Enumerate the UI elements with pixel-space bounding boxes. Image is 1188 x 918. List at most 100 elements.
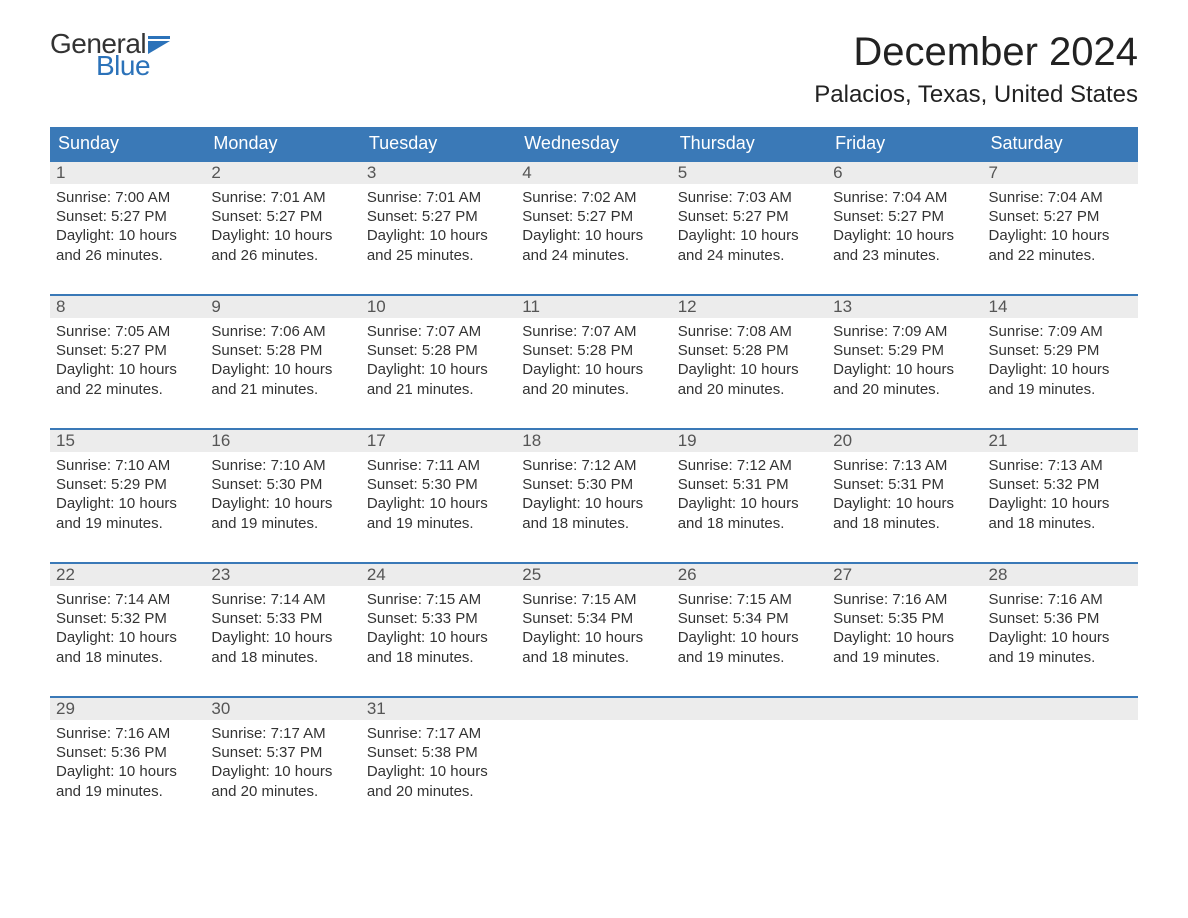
day-content: Sunrise: 7:00 AMSunset: 5:27 PMDaylight:… <box>50 184 205 265</box>
day-cell <box>983 698 1138 816</box>
day-cell: 16Sunrise: 7:10 AMSunset: 5:30 PMDayligh… <box>205 430 360 548</box>
daylight-line2: and 26 minutes. <box>211 246 354 265</box>
daylight-line2: and 26 minutes. <box>56 246 199 265</box>
day-content: Sunrise: 7:11 AMSunset: 5:30 PMDaylight:… <box>361 452 516 533</box>
day-cell: 11Sunrise: 7:07 AMSunset: 5:28 PMDayligh… <box>516 296 671 414</box>
day-cell: 3Sunrise: 7:01 AMSunset: 5:27 PMDaylight… <box>361 162 516 280</box>
week-row: 1Sunrise: 7:00 AMSunset: 5:27 PMDaylight… <box>50 160 1138 280</box>
day-cell: 27Sunrise: 7:16 AMSunset: 5:35 PMDayligh… <box>827 564 982 682</box>
sunrise-line: Sunrise: 7:06 AM <box>211 322 354 341</box>
sunrise-line: Sunrise: 7:10 AM <box>56 456 199 475</box>
daylight-line1: Daylight: 10 hours <box>678 628 821 647</box>
sunset-line: Sunset: 5:28 PM <box>211 341 354 360</box>
day-number-empty <box>827 698 982 720</box>
daylight-line2: and 18 minutes. <box>522 514 665 533</box>
day-number: 3 <box>361 162 516 184</box>
daylight-line2: and 20 minutes. <box>367 782 510 801</box>
sunset-line: Sunset: 5:29 PM <box>989 341 1132 360</box>
day-content: Sunrise: 7:03 AMSunset: 5:27 PMDaylight:… <box>672 184 827 265</box>
daylight-line2: and 19 minutes. <box>56 782 199 801</box>
sunrise-line: Sunrise: 7:16 AM <box>56 724 199 743</box>
sunset-line: Sunset: 5:30 PM <box>367 475 510 494</box>
day-cell: 5Sunrise: 7:03 AMSunset: 5:27 PMDaylight… <box>672 162 827 280</box>
sunrise-line: Sunrise: 7:07 AM <box>522 322 665 341</box>
sunset-line: Sunset: 5:32 PM <box>56 609 199 628</box>
daylight-line1: Daylight: 10 hours <box>56 494 199 513</box>
day-cell: 29Sunrise: 7:16 AMSunset: 5:36 PMDayligh… <box>50 698 205 816</box>
header: General Blue December 2024 Palacios, Tex… <box>50 30 1138 109</box>
day-cell <box>516 698 671 816</box>
daylight-line1: Daylight: 10 hours <box>211 360 354 379</box>
day-header-cell: Friday <box>827 127 982 160</box>
sunset-line: Sunset: 5:34 PM <box>678 609 821 628</box>
day-header-cell: Tuesday <box>361 127 516 160</box>
day-content: Sunrise: 7:13 AMSunset: 5:31 PMDaylight:… <box>827 452 982 533</box>
day-content: Sunrise: 7:16 AMSunset: 5:36 PMDaylight:… <box>983 586 1138 667</box>
day-number: 5 <box>672 162 827 184</box>
daylight-line2: and 18 minutes. <box>367 648 510 667</box>
day-number: 24 <box>361 564 516 586</box>
day-number: 27 <box>827 564 982 586</box>
day-cell <box>672 698 827 816</box>
sunrise-line: Sunrise: 7:00 AM <box>56 188 199 207</box>
sunrise-line: Sunrise: 7:12 AM <box>522 456 665 475</box>
calendar: SundayMondayTuesdayWednesdayThursdayFrid… <box>50 127 1138 816</box>
sunrise-line: Sunrise: 7:04 AM <box>833 188 976 207</box>
day-content: Sunrise: 7:15 AMSunset: 5:34 PMDaylight:… <box>516 586 671 667</box>
day-cell: 7Sunrise: 7:04 AMSunset: 5:27 PMDaylight… <box>983 162 1138 280</box>
daylight-line2: and 21 minutes. <box>367 380 510 399</box>
daylight-line1: Daylight: 10 hours <box>522 360 665 379</box>
day-number: 13 <box>827 296 982 318</box>
day-header-cell: Thursday <box>672 127 827 160</box>
day-cell <box>827 698 982 816</box>
sunset-line: Sunset: 5:36 PM <box>989 609 1132 628</box>
sunset-line: Sunset: 5:27 PM <box>367 207 510 226</box>
week-row: 22Sunrise: 7:14 AMSunset: 5:32 PMDayligh… <box>50 562 1138 682</box>
day-number: 18 <box>516 430 671 452</box>
daylight-line2: and 19 minutes. <box>211 514 354 533</box>
daylight-line1: Daylight: 10 hours <box>989 628 1132 647</box>
daylight-line2: and 18 minutes. <box>211 648 354 667</box>
sunset-line: Sunset: 5:27 PM <box>522 207 665 226</box>
day-content: Sunrise: 7:10 AMSunset: 5:30 PMDaylight:… <box>205 452 360 533</box>
daylight-line1: Daylight: 10 hours <box>522 494 665 513</box>
daylight-line1: Daylight: 10 hours <box>211 494 354 513</box>
day-content: Sunrise: 7:17 AMSunset: 5:37 PMDaylight:… <box>205 720 360 801</box>
day-content: Sunrise: 7:12 AMSunset: 5:30 PMDaylight:… <box>516 452 671 533</box>
daylight-line2: and 18 minutes. <box>522 648 665 667</box>
daylight-line1: Daylight: 10 hours <box>367 360 510 379</box>
daylight-line1: Daylight: 10 hours <box>211 762 354 781</box>
day-header-cell: Sunday <box>50 127 205 160</box>
sunset-line: Sunset: 5:33 PM <box>211 609 354 628</box>
day-number: 29 <box>50 698 205 720</box>
day-number: 15 <box>50 430 205 452</box>
day-number-empty <box>516 698 671 720</box>
day-number: 25 <box>516 564 671 586</box>
daylight-line1: Daylight: 10 hours <box>367 762 510 781</box>
daylight-line2: and 19 minutes. <box>989 380 1132 399</box>
sunset-line: Sunset: 5:27 PM <box>56 207 199 226</box>
sunrise-line: Sunrise: 7:01 AM <box>211 188 354 207</box>
day-cell: 8Sunrise: 7:05 AMSunset: 5:27 PMDaylight… <box>50 296 205 414</box>
day-cell: 20Sunrise: 7:13 AMSunset: 5:31 PMDayligh… <box>827 430 982 548</box>
sunset-line: Sunset: 5:33 PM <box>367 609 510 628</box>
sunrise-line: Sunrise: 7:13 AM <box>833 456 976 475</box>
day-content: Sunrise: 7:13 AMSunset: 5:32 PMDaylight:… <box>983 452 1138 533</box>
sunset-line: Sunset: 5:38 PM <box>367 743 510 762</box>
daylight-line2: and 19 minutes. <box>833 648 976 667</box>
sunset-line: Sunset: 5:31 PM <box>833 475 976 494</box>
daylight-line1: Daylight: 10 hours <box>211 226 354 245</box>
day-content: Sunrise: 7:04 AMSunset: 5:27 PMDaylight:… <box>983 184 1138 265</box>
daylight-line1: Daylight: 10 hours <box>833 226 976 245</box>
day-content: Sunrise: 7:12 AMSunset: 5:31 PMDaylight:… <box>672 452 827 533</box>
day-number: 11 <box>516 296 671 318</box>
week-row: 15Sunrise: 7:10 AMSunset: 5:29 PMDayligh… <box>50 428 1138 548</box>
day-cell: 23Sunrise: 7:14 AMSunset: 5:33 PMDayligh… <box>205 564 360 682</box>
day-content: Sunrise: 7:04 AMSunset: 5:27 PMDaylight:… <box>827 184 982 265</box>
day-number: 12 <box>672 296 827 318</box>
day-content: Sunrise: 7:14 AMSunset: 5:33 PMDaylight:… <box>205 586 360 667</box>
sunset-line: Sunset: 5:30 PM <box>522 475 665 494</box>
logo: General Blue <box>50 30 170 80</box>
daylight-line2: and 19 minutes. <box>989 648 1132 667</box>
day-number: 9 <box>205 296 360 318</box>
